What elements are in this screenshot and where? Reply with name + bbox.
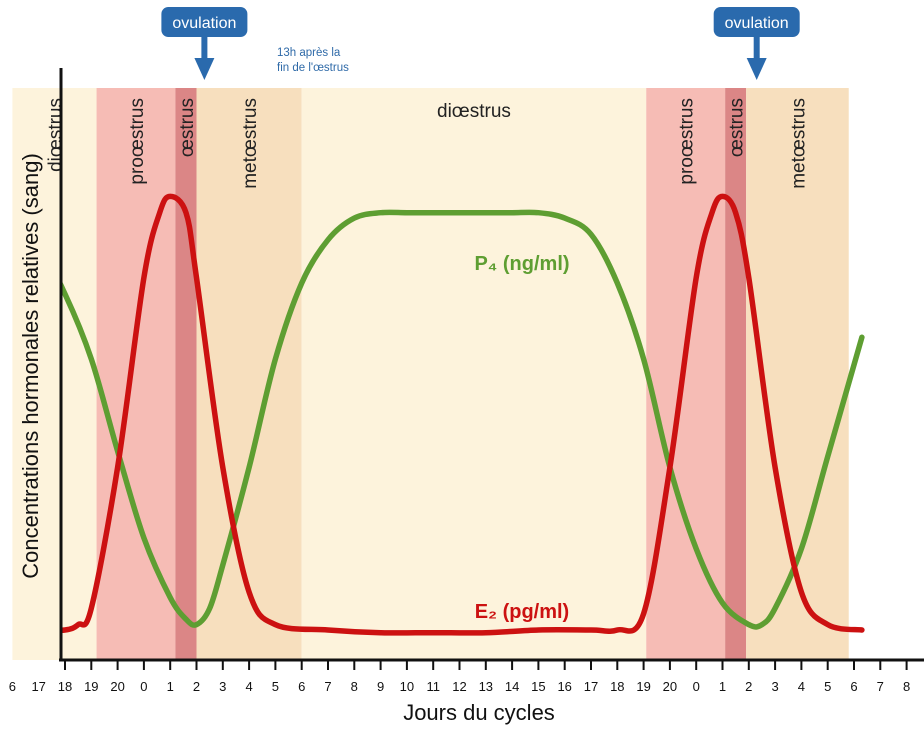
x-tick-label-5: 0 xyxy=(140,679,147,694)
x-tick-label-7: 2 xyxy=(193,679,200,694)
series-label-e2: E₂ (pg/ml) xyxy=(475,601,569,623)
ovulation-arrow-head-0 xyxy=(194,58,214,80)
x-tick-label-9: 4 xyxy=(245,679,252,694)
phase-label-4: diœstrus xyxy=(437,101,511,122)
phase-band-4 xyxy=(302,88,647,660)
x-tick-label-26: 0 xyxy=(693,679,700,694)
ovulation-note-line-2: fin de l'œstrus xyxy=(277,62,349,74)
ovulation-arrow-shaft-1 xyxy=(754,37,760,61)
x-tick-label-0: 6 xyxy=(9,679,16,694)
x-tick-label-2: 18 xyxy=(58,679,72,694)
x-tick-label-25: 20 xyxy=(663,679,677,694)
ovulation-note-line-1: 13h après la xyxy=(277,47,341,59)
ovulation-marker-1: ovulation xyxy=(714,7,800,80)
phase-label-6: œstrus xyxy=(727,98,748,157)
x-tick-label-12: 7 xyxy=(324,679,331,694)
x-tick-label-18: 13 xyxy=(479,679,493,694)
x-tick-label-34: 8 xyxy=(903,679,910,694)
phase-label-2: œstrus xyxy=(177,98,198,157)
x-tick-label-11: 6 xyxy=(298,679,305,694)
ovulation-note: 13h après la fin de l'œstrus xyxy=(277,47,349,74)
x-tick-label-32: 6 xyxy=(850,679,857,694)
x-tick-label-10: 5 xyxy=(272,679,279,694)
x-tick-label-16: 11 xyxy=(426,679,440,694)
x-tick-label-14: 9 xyxy=(377,679,384,694)
x-tick-label-3: 19 xyxy=(84,679,98,694)
x-tick-label-28: 2 xyxy=(745,679,752,694)
x-tick-label-6: 1 xyxy=(167,679,174,694)
x-tick-label-33: 7 xyxy=(877,679,884,694)
ovulation-label-0: ovulation xyxy=(172,15,236,32)
x-tick-label-22: 17 xyxy=(584,679,598,694)
phase-bands: diœstrus proœstrus œstrus metœstrus diœstrus… xyxy=(12,88,848,660)
x-tick-label-29: 3 xyxy=(771,679,778,694)
x-tick-label-1: 17 xyxy=(31,679,45,694)
phase-label-0: diœstrus xyxy=(45,98,66,172)
phase-label-7: metœstrus xyxy=(788,98,809,189)
x-tick-label-19: 14 xyxy=(505,679,519,694)
phase-label-5: proœstrus xyxy=(677,98,698,185)
x-tick-label-30: 4 xyxy=(798,679,805,694)
ovulation-arrow-shaft-0 xyxy=(201,37,207,61)
y-axis-title: Concentrations hormonales relatives (san… xyxy=(18,153,43,579)
x-tick-label-21: 16 xyxy=(557,679,571,694)
x-axis-title: Jours du cycles xyxy=(403,700,555,725)
x-tick-label-27: 1 xyxy=(719,679,726,694)
phase-label-3: metœstrus xyxy=(240,98,261,189)
x-tick-label-24: 19 xyxy=(636,679,650,694)
ovulation-arrow-head-1 xyxy=(747,58,767,80)
phase-band-6 xyxy=(725,88,746,660)
x-tick-label-23: 18 xyxy=(610,679,624,694)
phase-band-2 xyxy=(175,88,196,660)
x-tick-label-13: 8 xyxy=(351,679,358,694)
x-tick-label-4: 20 xyxy=(110,679,124,694)
ovulation-label-1: ovulation xyxy=(725,15,789,32)
x-tick-label-20: 15 xyxy=(531,679,545,694)
x-tick-label-8: 3 xyxy=(219,679,226,694)
series-label-p4: P₄ (ng/ml) xyxy=(474,253,569,275)
x-tick-label-17: 12 xyxy=(452,679,466,694)
phase-label-1: proœstrus xyxy=(127,98,148,185)
tick-labels: 6 17 18 19 20 0 1 2 3 4 5 6 7 8 9 10 11 12 13 14 15 16 17 18 19 2… xyxy=(9,679,910,694)
ovulation-marker-0: ovulation xyxy=(161,7,247,80)
ovulation-markers: ovulation ovulation xyxy=(161,7,799,80)
x-tick-label-31: 5 xyxy=(824,679,831,694)
x-tick-label-15: 10 xyxy=(400,679,414,694)
